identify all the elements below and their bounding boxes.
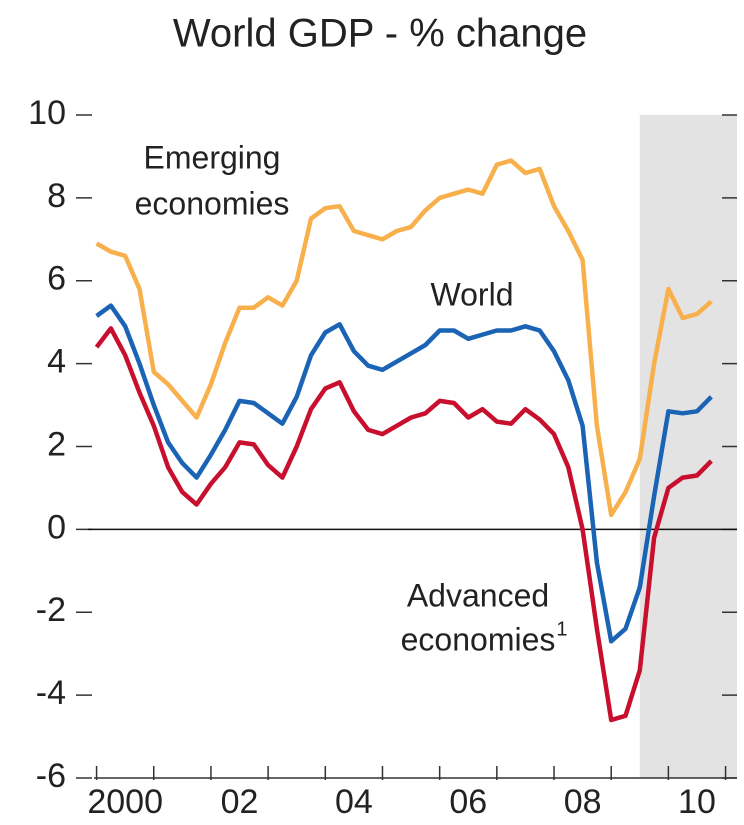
x-tick-label: 06	[449, 783, 487, 820]
annotation: economies	[401, 621, 556, 657]
y-tick-label: -6	[36, 757, 66, 795]
x-tick-label: 08	[564, 783, 602, 820]
annotation: World	[431, 276, 514, 312]
x-tick-label: 04	[335, 783, 373, 820]
x-tick-label: 02	[221, 783, 259, 820]
chart-title: World GDP - % change	[173, 12, 587, 56]
annotation: Emerging	[144, 139, 281, 175]
series-line	[94, 326, 713, 723]
annotation-superscript: 1	[556, 618, 567, 640]
annotation: Advanced	[407, 577, 549, 613]
y-tick-label: 0	[47, 508, 66, 546]
annotation: economies	[135, 185, 290, 221]
series-line	[95, 303, 713, 644]
y-tick-label: 2	[47, 425, 66, 463]
y-tick-label: -2	[36, 591, 66, 629]
y-tick-label: 4	[47, 343, 66, 381]
y-tick-label: -4	[36, 674, 66, 712]
y-tick-label: 8	[47, 177, 66, 215]
x-tick-label: 10	[678, 783, 716, 820]
forecast-shade	[639, 115, 737, 778]
y-tick-label: 6	[47, 260, 66, 298]
x-tick-label: 2000	[87, 783, 163, 820]
y-tick-label: 10	[28, 94, 66, 132]
series-line	[95, 158, 713, 518]
